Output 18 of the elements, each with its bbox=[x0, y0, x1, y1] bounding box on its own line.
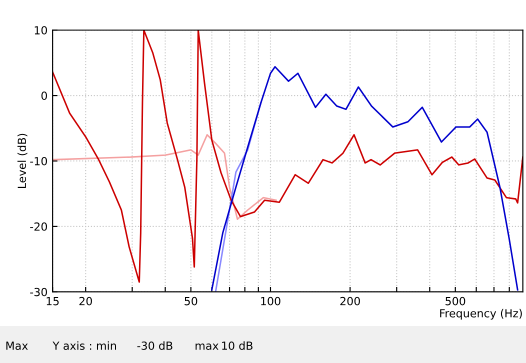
y-tick-label: -30 bbox=[30, 288, 47, 296]
y-axis-title: Level (dB) bbox=[17, 134, 28, 188]
text: 10 dB bbox=[222, 341, 252, 350]
y-tick-label: -10 bbox=[30, 156, 47, 166]
text: Y axis : min bbox=[52, 341, 116, 350]
y-tick-label: 0 bbox=[41, 92, 47, 100]
y-tick-label: 10 bbox=[34, 26, 47, 35]
text: -30 dB bbox=[137, 341, 172, 350]
x-tick-label: 200 bbox=[340, 296, 360, 306]
y-tick-label: -20 bbox=[30, 222, 47, 231]
x-tick-label: 20 bbox=[79, 296, 92, 306]
x-tick-label: 500 bbox=[446, 296, 466, 306]
x-tick-label: 100 bbox=[261, 296, 280, 306]
x-tick-label: 15 bbox=[46, 297, 59, 306]
text: max bbox=[196, 344, 218, 350]
text: Max bbox=[6, 342, 28, 350]
x-tick-label: 50 bbox=[184, 296, 198, 306]
x-axis-title: Frequency (Hz) bbox=[440, 308, 522, 320]
